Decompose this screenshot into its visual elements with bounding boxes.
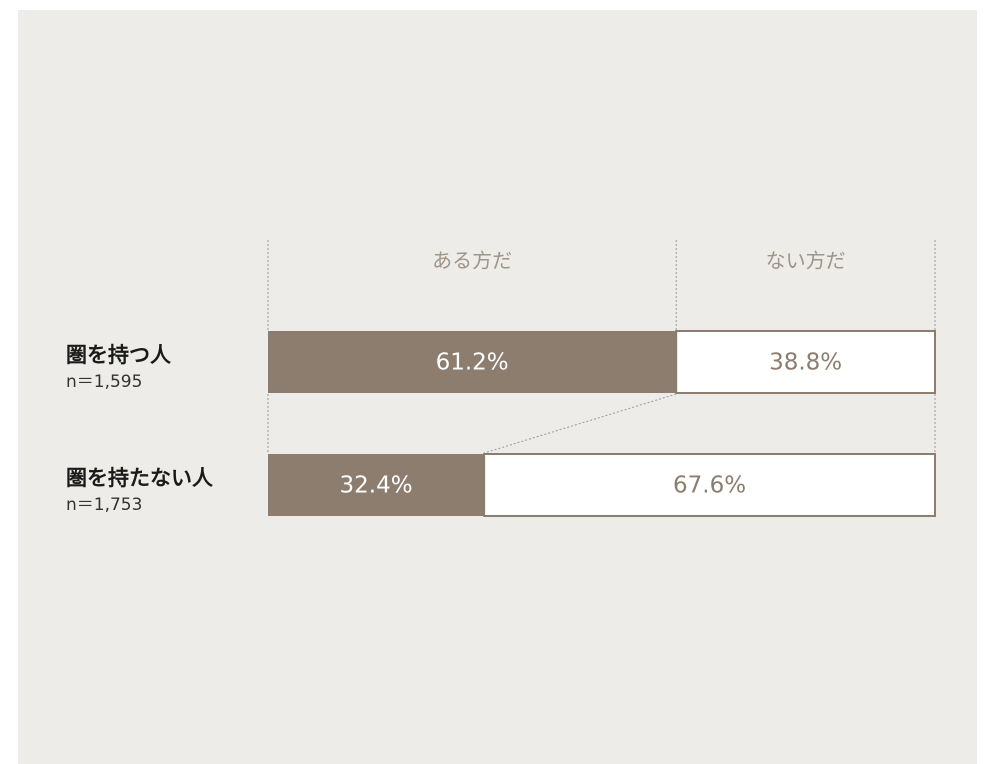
value-label: 38.8% xyxy=(769,350,842,376)
series-header: ある方だ xyxy=(432,249,512,273)
value-label: 67.6% xyxy=(673,473,746,499)
sample-size: n＝1,753 xyxy=(66,495,142,515)
bar-segment xyxy=(268,454,485,516)
connector-line xyxy=(483,393,677,454)
value-label: 32.4% xyxy=(340,473,413,499)
value-label: 61.2% xyxy=(436,350,509,376)
bar-segment xyxy=(675,330,936,394)
sample-size: n＝1,595 xyxy=(66,372,142,392)
category-label: 圏を持つ人 xyxy=(66,343,171,367)
series-header: ない方だ xyxy=(766,249,846,273)
category-label: 圏を持たない人 xyxy=(66,466,213,490)
bar-segment xyxy=(268,331,677,393)
bar-segment xyxy=(483,453,936,517)
